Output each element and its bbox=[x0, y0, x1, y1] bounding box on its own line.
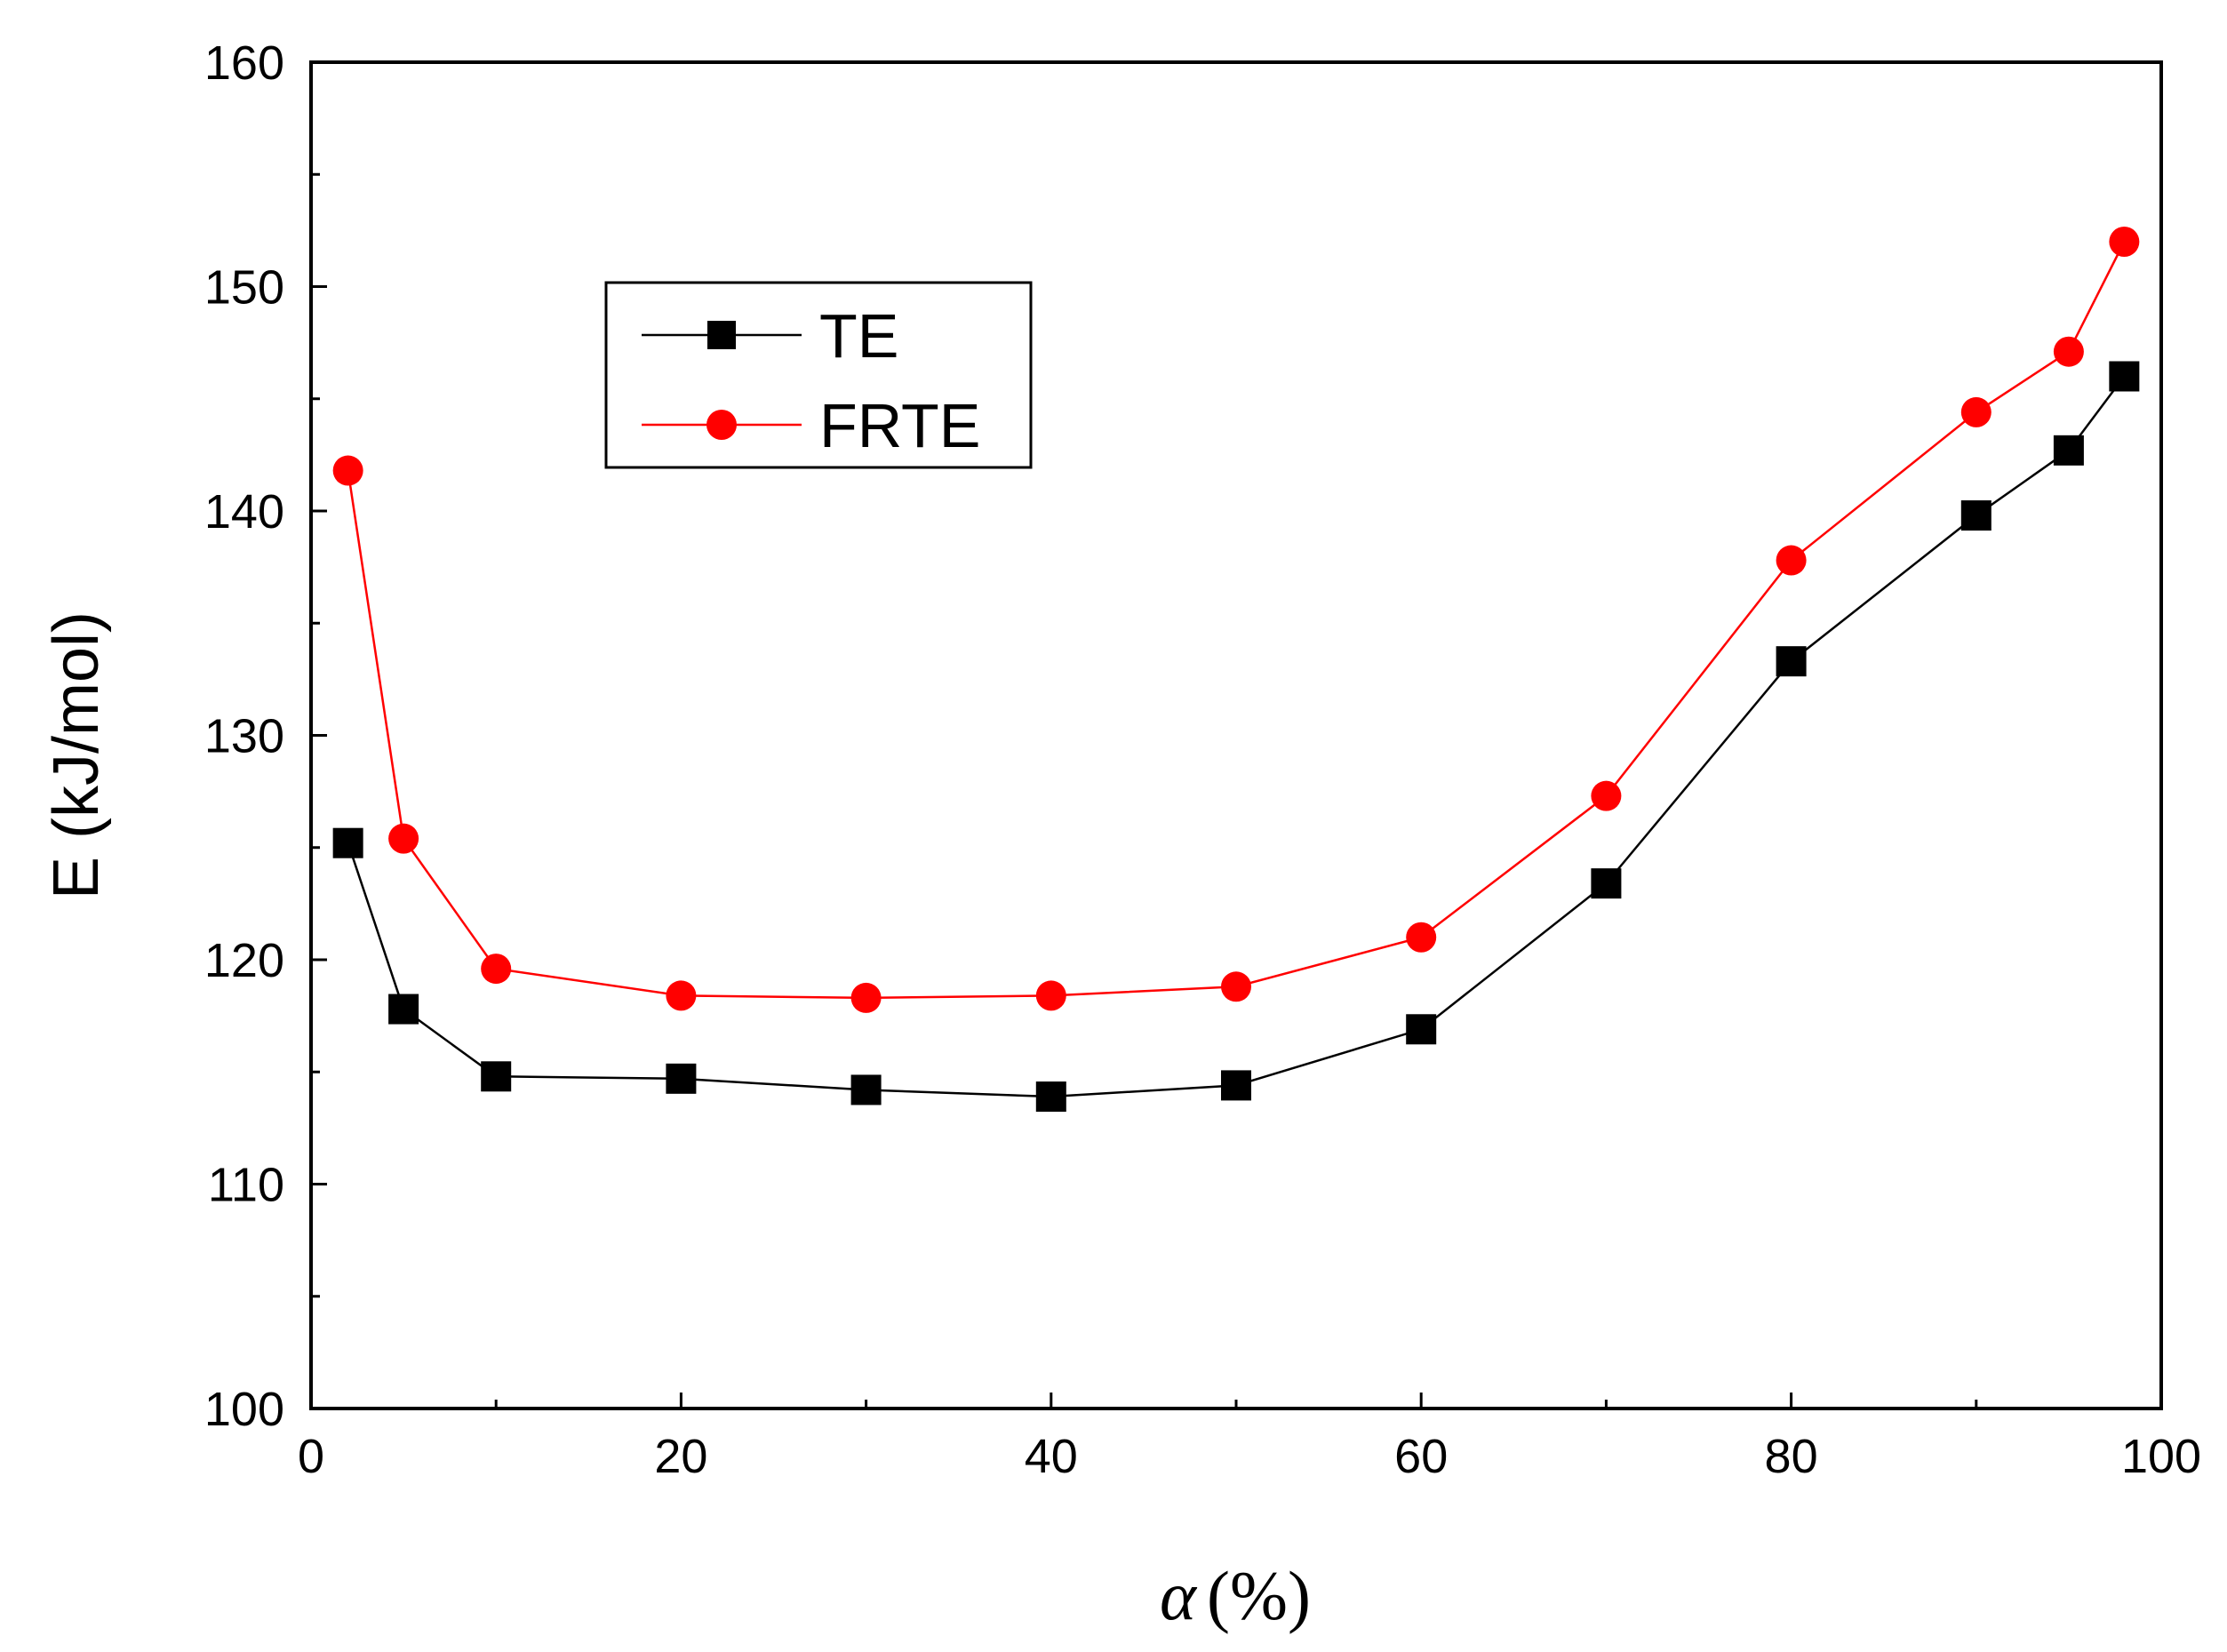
data-point-te bbox=[850, 1074, 882, 1105]
plot-frame bbox=[309, 60, 2163, 1410]
data-point-te bbox=[388, 994, 419, 1025]
x-tick-label: 40 bbox=[1025, 1430, 1078, 1483]
y-tick-label: 120 bbox=[204, 934, 284, 987]
data-point-frte bbox=[1960, 396, 1992, 427]
data-point-frte bbox=[1776, 545, 1807, 576]
legend-item-frte: FRTE bbox=[642, 391, 981, 460]
data-point-te bbox=[1406, 1014, 1437, 1045]
x-tick-label: 20 bbox=[654, 1430, 707, 1483]
data-point-te bbox=[1591, 868, 1622, 899]
x-axis-title-unit: (%) bbox=[1207, 1557, 1311, 1634]
legend: TE FRTE bbox=[604, 281, 1033, 469]
legend-te-label: TE bbox=[819, 301, 898, 371]
legend-frte-label: FRTE bbox=[819, 391, 981, 460]
data-point-te bbox=[2109, 361, 2140, 392]
data-point-te bbox=[1221, 1070, 1251, 1101]
data-point-frte bbox=[2053, 336, 2084, 367]
data-point-te bbox=[481, 1061, 512, 1092]
legend-item-te: TE bbox=[642, 301, 898, 371]
data-point-te bbox=[332, 827, 363, 858]
data-point-te bbox=[1776, 646, 1807, 677]
axes-layer: 0 20 40 60 80 100 100 110 120 130 140 150 160 bbox=[204, 36, 2201, 1483]
y-tick-label: 130 bbox=[204, 710, 284, 763]
legend-frte-marker bbox=[706, 410, 737, 440]
y-tick-label: 160 bbox=[204, 36, 284, 90]
data-point-te bbox=[2053, 435, 2084, 466]
y-tick-label: 150 bbox=[204, 261, 284, 315]
data-point-frte bbox=[850, 982, 882, 1013]
data-point-frte bbox=[1035, 980, 1066, 1011]
y-tick-label: 100 bbox=[204, 1383, 284, 1436]
data-point-frte bbox=[332, 455, 363, 486]
data-point-te bbox=[1960, 500, 1992, 531]
data-point-frte bbox=[1591, 780, 1622, 811]
legend-te-marker bbox=[707, 321, 736, 349]
data-point-te bbox=[666, 1063, 697, 1094]
x-tick-label: 0 bbox=[298, 1430, 324, 1483]
y-tick-label: 110 bbox=[208, 1159, 284, 1212]
x-axis-title: α (%) bbox=[1160, 1557, 1311, 1634]
y-tick-label: 140 bbox=[204, 485, 284, 539]
data-point-frte bbox=[1406, 922, 1437, 953]
x-axis-title-symbol: α bbox=[1160, 1557, 1198, 1634]
data-point-frte bbox=[2109, 227, 2140, 257]
data-point-frte bbox=[1221, 971, 1251, 1002]
x-tick-label: 60 bbox=[1394, 1430, 1448, 1483]
x-tick-label: 80 bbox=[1765, 1430, 1818, 1483]
data-point-frte bbox=[388, 823, 419, 854]
data-point-te bbox=[1035, 1081, 1066, 1113]
x-tick-label: 100 bbox=[2121, 1430, 2201, 1483]
y-axis-title: E (kJ/mol) bbox=[41, 611, 112, 899]
series-layer bbox=[332, 227, 2140, 1113]
data-point-frte bbox=[481, 954, 512, 985]
data-point-frte bbox=[666, 980, 697, 1011]
legend-box bbox=[604, 281, 1033, 469]
